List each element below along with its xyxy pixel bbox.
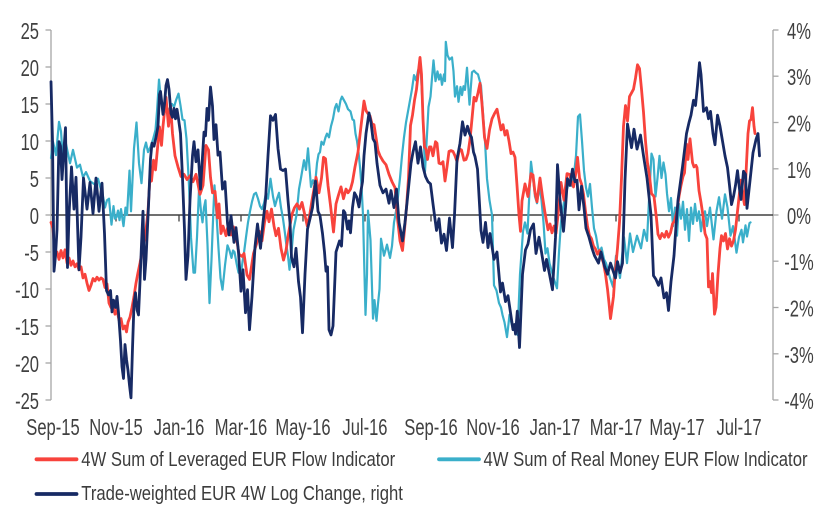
svg-text:Jan-16: Jan-16 [154,415,205,440]
svg-text:-10: -10 [15,278,39,303]
svg-text:Nov-15: Nov-15 [89,415,142,440]
svg-text:10: 10 [21,130,39,155]
svg-text:May-17: May-17 [649,415,704,440]
svg-text:-15: -15 [15,315,39,340]
svg-text:Jul-17: Jul-17 [716,415,761,440]
svg-text:Jan-17: Jan-17 [530,415,581,440]
svg-text:4%: 4% [787,19,811,44]
svg-text:Trade-weighted EUR 4W Log Chan: Trade-weighted EUR 4W Log Change, right [81,482,403,505]
svg-text:2%: 2% [787,112,811,137]
svg-text:Nov-16: Nov-16 [466,415,519,440]
svg-text:-4%: -4% [784,389,814,414]
svg-text:Jul-16: Jul-16 [342,415,387,440]
svg-text:-3%: -3% [784,343,814,368]
svg-text:20: 20 [21,56,39,81]
svg-text:4W Sum of Real Money EUR Flow: 4W Sum of Real Money EUR Flow Indicator [483,448,807,471]
svg-text:-1%: -1% [784,251,814,276]
svg-text:Mar-16: Mar-16 [215,415,267,440]
svg-text:Sep-16: Sep-16 [404,415,457,440]
svg-text:-25: -25 [15,389,39,414]
svg-text:3%: 3% [787,66,811,91]
svg-text:May-16: May-16 [275,415,330,440]
svg-text:15: 15 [21,93,39,118]
svg-text:0%: 0% [787,204,811,229]
svg-text:5: 5 [30,167,39,192]
svg-text:-20: -20 [15,352,39,377]
svg-text:-2%: -2% [784,297,814,322]
svg-text:25: 25 [21,19,39,44]
svg-text:0: 0 [30,204,39,229]
svg-text:1%: 1% [787,158,811,183]
svg-text:Mar-17: Mar-17 [590,415,642,440]
svg-text:-5: -5 [24,241,39,266]
svg-text:4W Sum of Leveraged EUR Flow I: 4W Sum of Leveraged EUR Flow Indicator [81,448,395,471]
svg-text:Sep-15: Sep-15 [26,415,79,440]
